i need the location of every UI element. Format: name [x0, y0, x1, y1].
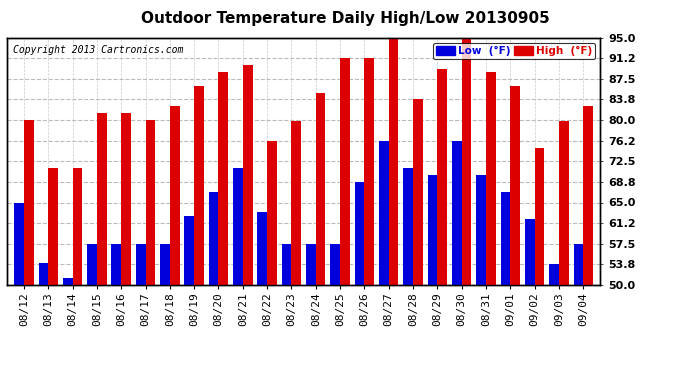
Bar [97, 113, 107, 285]
Bar [388, 38, 398, 285]
Bar [24, 120, 34, 285]
Bar [87, 244, 97, 285]
Bar [267, 141, 277, 285]
Bar [428, 175, 437, 285]
Bar [184, 216, 194, 285]
Bar [452, 141, 462, 285]
Bar [306, 244, 316, 285]
Bar [209, 192, 219, 285]
Bar [121, 113, 131, 285]
Bar [257, 212, 267, 285]
Bar [340, 58, 350, 285]
Bar [146, 120, 155, 285]
Bar [413, 99, 423, 285]
Bar [549, 264, 559, 285]
Bar [63, 278, 72, 285]
Bar [112, 244, 121, 285]
Bar [170, 106, 179, 285]
Bar [404, 168, 413, 285]
Bar [379, 141, 388, 285]
Bar [437, 69, 447, 285]
Bar [500, 192, 511, 285]
Bar [160, 244, 170, 285]
Bar [291, 121, 301, 285]
Bar [462, 38, 471, 285]
Legend: Low  (°F), High  (°F): Low (°F), High (°F) [433, 43, 595, 59]
Bar [194, 86, 204, 285]
Bar [72, 168, 82, 285]
Bar [136, 244, 146, 285]
Text: Copyright 2013 Cartronics.com: Copyright 2013 Cartronics.com [13, 45, 184, 55]
Bar [476, 175, 486, 285]
Bar [559, 121, 569, 285]
Bar [583, 106, 593, 285]
Bar [243, 65, 253, 285]
Text: Outdoor Temperature Daily High/Low 20130905: Outdoor Temperature Daily High/Low 20130… [141, 11, 549, 26]
Bar [573, 244, 583, 285]
Bar [48, 168, 58, 285]
Bar [14, 202, 24, 285]
Bar [331, 244, 340, 285]
Bar [355, 182, 364, 285]
Bar [282, 244, 291, 285]
Bar [525, 219, 535, 285]
Bar [511, 86, 520, 285]
Bar [364, 58, 374, 285]
Bar [486, 72, 495, 285]
Bar [39, 263, 48, 285]
Bar [316, 93, 326, 285]
Bar [219, 72, 228, 285]
Bar [233, 168, 243, 285]
Bar [535, 147, 544, 285]
